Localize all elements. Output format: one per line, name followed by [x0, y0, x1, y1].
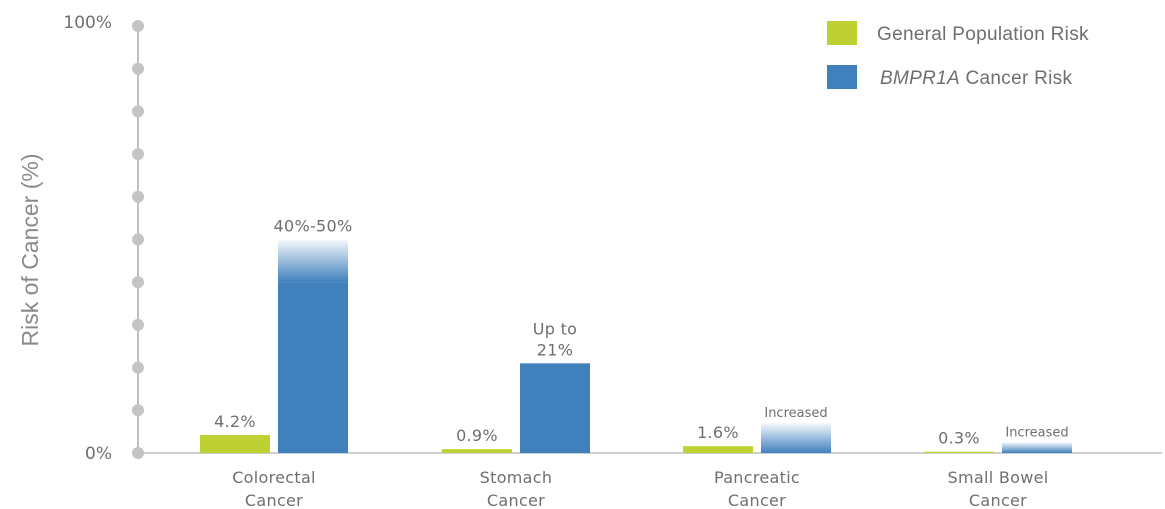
bar-bmpr1a — [520, 363, 590, 453]
bar-bmpr1a-range — [1002, 442, 1072, 453]
category-label: Cancer — [245, 491, 303, 509]
category-label: Cancer — [969, 491, 1027, 509]
value-label-bmpr1a: 40%-50% — [274, 217, 353, 236]
y-axis-title: Risk of Cancer (%) — [17, 154, 43, 347]
y-axis-dot — [132, 190, 144, 203]
value-label-bmpr1a: 21% — [537, 340, 573, 359]
category-label: Colorectal — [232, 468, 316, 487]
y-axis-dot — [132, 20, 144, 32]
y-axis-dots — [132, 20, 144, 459]
legend-label-bmpr1a: BMPR1A Cancer Risk — [880, 68, 1072, 89]
category-label: Cancer — [728, 491, 786, 509]
y-axis-dot — [132, 62, 144, 75]
y-tick-label-top: 100% — [63, 13, 112, 33]
value-label-general: 1.6% — [697, 423, 739, 442]
y-axis-dot — [132, 105, 144, 118]
category-labels: Colorectal Cancer Stomach Cancer Pancreatic C… — [232, 468, 1048, 509]
category-label: Pancreatic — [714, 468, 800, 487]
category-label: Cancer — [487, 491, 545, 509]
value-label-general: 0.9% — [456, 426, 498, 445]
bar-general — [683, 446, 753, 453]
category-label: Small Bowel — [948, 468, 1049, 487]
value-labels: 4.2% 40%-50% 0.9% Up to 21% 1.6% Increased 0.3%… — [214, 217, 1069, 448]
bar-general — [200, 435, 270, 453]
bar-general — [924, 451, 994, 453]
y-axis-dot — [132, 361, 144, 374]
legend-label-bmpr1a-gene: BMPR1A — [880, 68, 960, 89]
value-label-bmpr1a: Increased — [1005, 425, 1068, 440]
legend-label-bmpr1a-rest: Cancer Risk — [960, 68, 1073, 89]
legend: General Population Risk BMPR1A Cancer Ri… — [827, 21, 1089, 89]
bar-bmpr1a — [278, 282, 348, 453]
value-label-general: 0.3% — [938, 429, 980, 448]
y-tick-label-bottom: 0% — [85, 444, 112, 464]
y-axis: 100% 0% Risk of Cancer (%) — [17, 13, 144, 464]
y-axis-dot — [132, 318, 144, 331]
bar-bmpr1a-range — [761, 423, 831, 453]
y-axis-dot — [132, 233, 144, 246]
bar-general — [442, 449, 512, 453]
category-label: Stomach — [480, 468, 553, 487]
value-label-bmpr1a: Up to — [533, 319, 578, 338]
legend-swatch-general — [827, 21, 857, 45]
bars — [200, 239, 1072, 453]
y-axis-dot — [132, 404, 144, 417]
legend-label-general: General Population Risk — [877, 24, 1089, 45]
legend-swatch-bmpr1a — [827, 65, 857, 89]
bar-bmpr1a-range — [278, 239, 348, 283]
y-axis-dot — [132, 276, 144, 289]
y-axis-dot — [132, 148, 144, 161]
value-label-bmpr1a: Increased — [764, 406, 827, 421]
value-label-general: 4.2% — [214, 412, 256, 431]
